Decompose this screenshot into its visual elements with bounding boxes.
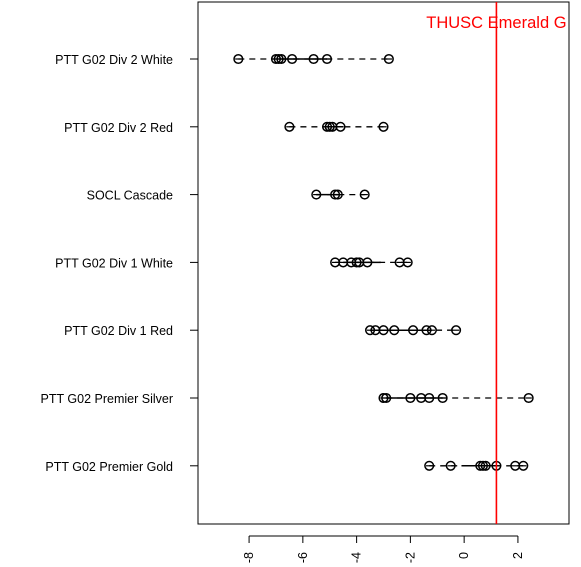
data-point [381,392,392,404]
data-point [424,392,435,404]
y-tick-label: PTT G02 Div 2 Red [64,121,173,135]
data-point [233,53,244,65]
data-point [383,53,394,65]
y-tick-label: SOCL Cascade [87,189,173,203]
data-point [408,325,419,336]
data-point [451,325,462,336]
data-point [480,460,491,471]
data-point [378,121,389,132]
y-tick-label: PTT G02 Premier Silver [41,392,173,406]
plot-frame [197,1,570,525]
data-point [335,121,346,132]
reference-line-label: THUSC Emerald G [426,14,566,32]
y-tick-label: PTT G02 Div 2 White [55,53,173,67]
data-point [284,121,295,132]
x-tick-label: -8 [242,552,256,563]
data-point [445,460,456,471]
data-point [389,325,400,336]
x-tick-label: 2 [511,552,525,559]
data-point [308,53,319,65]
data-point [426,325,437,336]
y-tick-label: PTT G02 Premier Gold [45,460,173,474]
plot-area: THUSC Emerald G [233,2,567,524]
data-point [402,257,413,268]
data-point [424,460,435,471]
y-tick-label: PTT G02 Div 1 White [55,256,173,270]
x-tick-label: -6 [296,552,310,563]
data-point [523,392,534,404]
x-axis: -8 -6 -4 -2 0 2 [242,535,525,563]
data-point [518,460,529,471]
data-point [362,257,373,268]
y-tick-label: PTT G02 Div 1 Red [64,324,173,338]
data-point [311,189,322,200]
data-point [332,189,343,200]
data-point [287,53,298,65]
data-point [276,53,287,65]
x-tick-label: 0 [457,552,471,559]
x-tick-label: -2 [403,552,417,563]
y-axis: PTT G02 Div 2 White PTT G02 Div 2 Red SOCL… [41,53,198,474]
data-point [437,392,448,404]
x-tick-label: -4 [350,552,364,563]
data-point [378,325,389,336]
data-point [321,53,333,65]
data-point [359,189,370,200]
data-point [405,392,416,404]
